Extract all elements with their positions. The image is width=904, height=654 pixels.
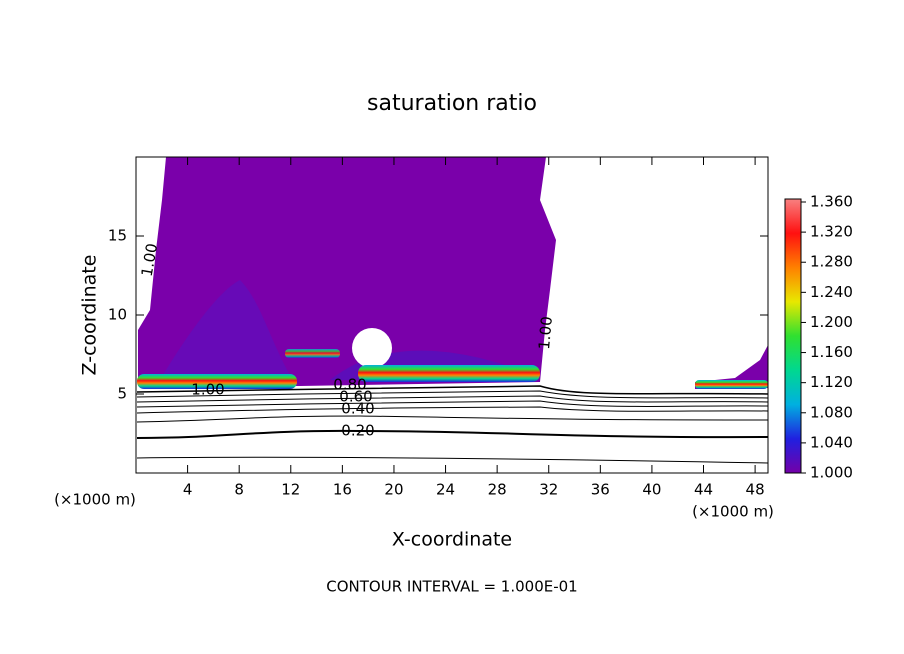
contour-label: 0.60	[339, 388, 372, 406]
y-tick-label: 15	[108, 227, 127, 245]
x-tick-label: 4	[183, 481, 193, 499]
x-tick-label: 16	[333, 481, 352, 499]
colorbar-tick-label: 1.040	[810, 433, 853, 451]
contour-label: 1.00	[191, 381, 224, 399]
x-tick-label: 48	[746, 481, 765, 499]
colorbar-tick-label: 1.240	[810, 283, 853, 301]
footer: CONTOUR INTERVAL = 1.000E-01	[326, 578, 577, 596]
contour-label: 0.80	[333, 376, 366, 394]
colorbar-tick-label: 1.280	[810, 253, 853, 271]
colorbar-tick-label: 1.200	[810, 313, 853, 331]
colorbar-tick-label: 1.080	[810, 403, 853, 421]
contour-label: 1.00	[535, 316, 556, 351]
x-tick-label: 40	[642, 481, 661, 499]
colorbar-tick-label: 1.160	[810, 343, 853, 361]
colorbar-tick-label: 1.320	[810, 223, 853, 241]
x-tick-label: 24	[436, 481, 455, 499]
colorbar-tick-label: 1.000	[810, 464, 853, 482]
contour-label: 0.40	[341, 400, 374, 418]
contour-label: 1.00	[138, 242, 162, 278]
x-axis-label: X-coordinate	[392, 529, 512, 551]
chart-title: saturation ratio	[367, 91, 537, 116]
x-tick-label: 32	[539, 481, 558, 499]
x-tick-label: 12	[281, 481, 300, 499]
x-unit: (×1000 m)	[54, 491, 136, 509]
y-axis-label: Z-coordinate	[79, 255, 101, 376]
x-unit: (×1000 m)	[692, 503, 774, 521]
x-tick-label: 36	[591, 481, 610, 499]
contours	[136, 385, 769, 464]
x-tick-label: 44	[694, 481, 713, 499]
field	[137, 157, 768, 389]
contour-label: 0.20	[341, 422, 374, 440]
x-tick-label: 8	[234, 481, 244, 499]
colorbar-tick-label: 1.120	[810, 373, 853, 391]
colorbar	[784, 198, 802, 474]
y-tick-label: 5	[117, 385, 127, 403]
x-tick-label: 20	[384, 481, 403, 499]
x-tick-label: 28	[488, 481, 507, 499]
colorbar-tick-label: 1.360	[810, 193, 853, 211]
y-tick-label: 10	[108, 306, 127, 324]
